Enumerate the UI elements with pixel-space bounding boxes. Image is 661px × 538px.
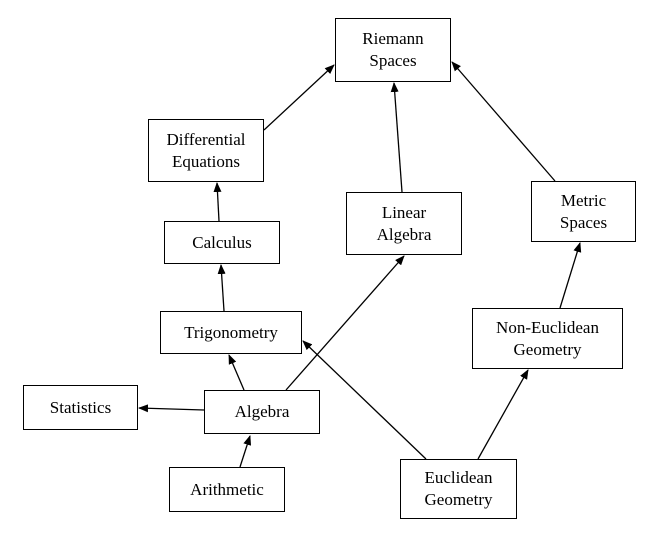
- edge-metric-spaces-to-riemann: [451, 61, 556, 182]
- node-linear-algebra: Linear Algebra: [346, 192, 462, 255]
- edge-differential-equations-to-riemann: [263, 64, 335, 131]
- node-algebra: Algebra: [204, 390, 320, 434]
- node-metric-spaces: Metric Spaces: [531, 181, 636, 242]
- node-differential-equations: Differential Equations: [148, 119, 264, 182]
- edge-arithmetic-to-algebra: [239, 435, 252, 468]
- node-non-euclidean-geometry: Non-Euclidean Geometry: [472, 308, 623, 369]
- node-riemann-spaces: Riemann Spaces: [335, 18, 451, 82]
- edge-algebra-to-linear-algebra: [285, 255, 405, 391]
- edge-algebra-to-statistics: [138, 404, 205, 413]
- edge-linear-algebra-to-riemann: [390, 82, 403, 193]
- edge-euclidean-to-trigonometry: [302, 340, 427, 460]
- node-arithmetic: Arithmetic: [169, 467, 285, 512]
- node-euclidean-geometry: Euclidean Geometry: [400, 459, 517, 519]
- edge-euclidean-to-non-euclidean: [477, 369, 529, 460]
- edge-trigonometry-to-calculus: [217, 264, 226, 312]
- node-statistics: Statistics: [23, 385, 138, 430]
- edge-calculus-to-differential-equations: [213, 182, 222, 222]
- node-calculus: Calculus: [164, 221, 280, 264]
- edge-algebra-to-trigonometry: [228, 354, 245, 391]
- node-trigonometry: Trigonometry: [160, 311, 302, 354]
- edge-non-euclidean-to-metric-spaces: [559, 242, 582, 309]
